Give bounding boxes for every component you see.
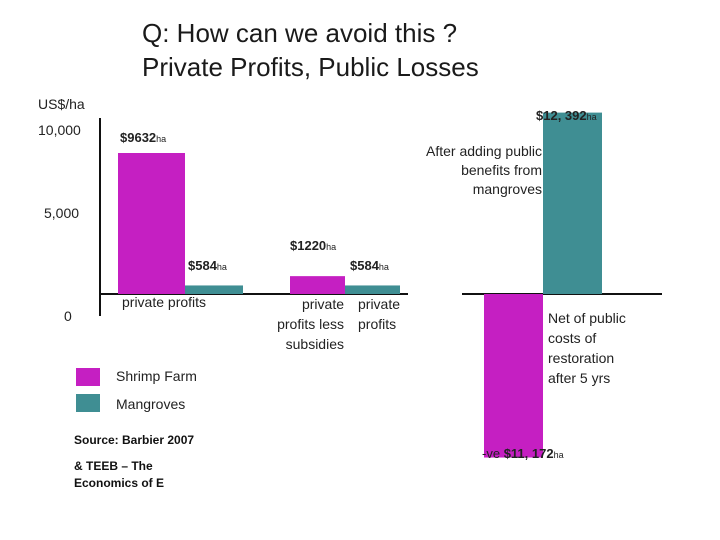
source-line: Economics of E (74, 476, 165, 490)
bar-mangrove-public-benefits (543, 112, 602, 295)
category-label-profits-less-subsidies: private profits less subsidies (250, 294, 344, 354)
data-label-mangrove-private2: $584ha (350, 258, 389, 273)
bar-shrimp-private-profits (118, 153, 185, 294)
annotation-line: costs of (548, 330, 597, 346)
bar-shrimp-net-restoration (484, 294, 543, 458)
slide-title: Q: How can we avoid this ? Private Profi… (142, 16, 479, 84)
annotation-public-benefits: After adding public benefits from mangro… (420, 142, 542, 199)
legend: Shrimp Farm Mangroves (76, 366, 276, 416)
annotation-line: After adding public (426, 143, 542, 159)
y-axis-label: US$/ha (38, 96, 85, 112)
category-label-line: private (301, 296, 344, 312)
legend-swatch-shrimp (76, 368, 100, 386)
bar-mangrove-private-profits (185, 285, 243, 294)
annotation-line: Net of public (548, 310, 626, 326)
title-line-1: Q: How can we avoid this ? (142, 18, 458, 48)
category-label-line: profits less (277, 316, 344, 332)
category-label-line: profits (358, 316, 397, 332)
annotation-line: restoration (548, 350, 615, 366)
title-line-2: Private Profits, Public Losses (142, 52, 479, 82)
category-label-private-profits-2: private profits (358, 294, 400, 334)
data-label-mangrove-public: $12, 392ha (536, 108, 597, 123)
annotation-line: after 5 yrs (548, 370, 611, 386)
source-note: Source: Barbier 2007 & TEEB – The Econom… (74, 432, 194, 492)
legend-label-shrimp: Shrimp Farm (116, 368, 197, 384)
y-tick-5000: 5,000 (44, 205, 80, 221)
annotation-line: mangroves (472, 181, 542, 197)
category-label-line: private (358, 296, 401, 312)
annotation-restoration-costs: Net of public costs of restoration after… (548, 308, 626, 388)
source-line: & TEEB – The (74, 459, 153, 473)
y-tick-0: 0 (64, 308, 72, 324)
category-label-line: subsidies (285, 336, 344, 352)
data-label-shrimp-private: $9632ha (120, 130, 167, 145)
bar-shrimp-profits-less-subsidies (290, 276, 345, 294)
legend-label-mangroves: Mangroves (116, 396, 186, 412)
annotation-line: benefits from (461, 162, 542, 178)
data-label-shrimp-restoration: -ve $11, 172ha (482, 446, 564, 461)
source-line: Source: Barbier 2007 (74, 433, 195, 447)
data-label-mangrove-private: $584ha (188, 258, 227, 273)
y-tick-10000: 10,000 (38, 122, 81, 138)
category-label-private-profits: private profits (122, 294, 207, 310)
legend-swatch-mangroves (76, 394, 100, 412)
bar-mangrove-private-profits-2 (345, 285, 400, 294)
data-label-shrimp-less-subsidies: $1220ha (290, 238, 337, 253)
